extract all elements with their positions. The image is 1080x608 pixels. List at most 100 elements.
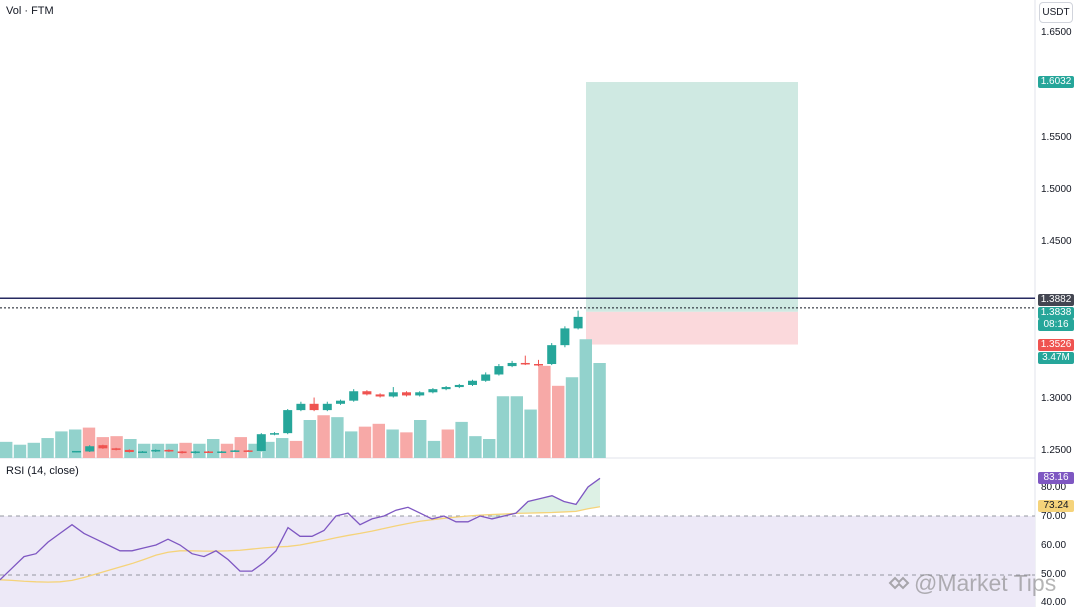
watermark: @Market Tips xyxy=(888,570,1056,597)
candle-body xyxy=(560,328,570,346)
candle-body xyxy=(151,449,161,452)
volume-bar xyxy=(524,409,537,458)
price-tick: 1.6500 xyxy=(1041,27,1072,38)
candle-body xyxy=(111,448,121,450)
volume-bar xyxy=(441,429,454,458)
candle-body xyxy=(415,392,425,396)
candle-body xyxy=(349,391,359,401)
volume-bar xyxy=(289,440,303,458)
volume-bar xyxy=(593,363,606,458)
volume-tag: 3.47M xyxy=(1038,352,1074,364)
volume-bar xyxy=(400,432,413,458)
volume-bar xyxy=(317,415,330,458)
volume-bar xyxy=(41,438,54,458)
candle-body xyxy=(85,446,95,452)
rsi-fill xyxy=(492,478,600,519)
volume-bar xyxy=(193,443,206,458)
volume-bar xyxy=(13,444,27,458)
candle-body xyxy=(388,392,398,397)
rsi-tick: 40.00 xyxy=(1041,597,1067,608)
candle-body xyxy=(217,451,227,453)
volume-bar xyxy=(469,436,482,458)
candle-body xyxy=(520,362,530,365)
candle-body xyxy=(177,451,187,454)
candle-body xyxy=(534,364,543,366)
symbol-label: Vol · FTM xyxy=(6,5,54,17)
volume-bar xyxy=(386,429,399,458)
candle-body xyxy=(309,403,319,411)
volume-bar xyxy=(0,441,13,458)
rsi-ma-line xyxy=(0,506,601,583)
candle-body xyxy=(164,449,174,452)
volume-bar xyxy=(207,439,220,458)
stop-zone[interactable] xyxy=(586,311,798,345)
volume-bar xyxy=(496,396,510,458)
volume-bar xyxy=(179,442,192,458)
volume-bar xyxy=(483,439,496,458)
volume-bar xyxy=(27,442,40,458)
volume-bar xyxy=(69,429,82,458)
candle-body xyxy=(336,400,345,404)
rsi-plot xyxy=(0,477,601,583)
volume-bar xyxy=(110,436,123,458)
rsi-band xyxy=(0,516,1035,607)
watermark-logo-icon xyxy=(888,576,910,590)
volume-bar xyxy=(414,420,427,458)
rsi-tick: 60.00 xyxy=(1041,540,1067,551)
candle-body xyxy=(402,392,411,396)
candle-body xyxy=(296,403,306,411)
rsi-ma-tag: 73.24 xyxy=(1038,500,1074,512)
volume-bar xyxy=(345,431,358,458)
candle-body xyxy=(283,410,293,434)
candle-body xyxy=(256,434,266,451)
volume-bar xyxy=(331,417,344,458)
volume-bar xyxy=(552,385,565,458)
volume-bar xyxy=(565,377,579,458)
target-zone[interactable] xyxy=(586,82,798,312)
volume-bar xyxy=(510,396,523,458)
volume-bar xyxy=(455,421,468,458)
candle-body xyxy=(322,403,332,411)
candle-body xyxy=(494,366,504,375)
rsi-title: RSI (14, close) xyxy=(6,465,79,477)
candle-body xyxy=(190,451,200,454)
volume-bars xyxy=(0,339,606,458)
candle-body xyxy=(362,391,372,395)
volume-bar xyxy=(427,440,441,458)
candle-body xyxy=(375,394,385,397)
candle-body xyxy=(573,316,583,329)
volume-bar xyxy=(124,439,137,458)
price-tick: 1.5500 xyxy=(1041,132,1072,143)
volume-bar xyxy=(82,427,96,458)
candle-body xyxy=(138,451,147,453)
currency-button[interactable]: USDT xyxy=(1039,2,1073,23)
volume-bar xyxy=(538,365,551,458)
volume-bar xyxy=(220,443,234,458)
volume-bar xyxy=(372,423,385,458)
last-price-tag: 1.3838 xyxy=(1038,307,1074,319)
candle-body xyxy=(441,387,451,390)
target-price-tag: 1.6032 xyxy=(1038,76,1074,88)
candle-body xyxy=(547,345,557,365)
countdown-tag: 08:16 xyxy=(1038,319,1074,331)
candle-body xyxy=(124,449,134,452)
rsi-tick: 80.00 xyxy=(1041,482,1067,493)
price-tick: 1.4500 xyxy=(1041,236,1072,247)
candle-body xyxy=(468,380,477,385)
volume-bar xyxy=(358,426,372,458)
rsi-value-tag: 83.16 xyxy=(1038,472,1074,484)
price-tick: 1.3000 xyxy=(1041,393,1072,404)
candles xyxy=(72,310,583,454)
volume-bar xyxy=(138,443,151,458)
price-tick: 1.5000 xyxy=(1041,184,1072,195)
candle-body xyxy=(230,450,240,452)
candle-body xyxy=(204,451,213,453)
candle-body xyxy=(98,445,108,449)
volume-bar xyxy=(55,431,68,458)
price-tick: 1.2500 xyxy=(1041,445,1072,456)
candle-body xyxy=(454,384,464,388)
candle-body xyxy=(72,450,81,453)
stop-price-tag: 1.3526 xyxy=(1038,339,1074,351)
volume-bar xyxy=(276,438,289,458)
